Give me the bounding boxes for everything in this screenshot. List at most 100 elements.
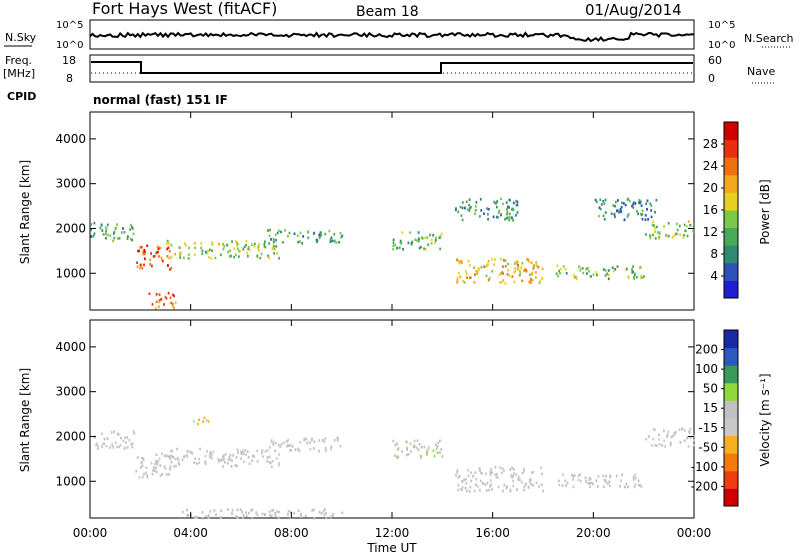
heatmap-cell — [561, 484, 564, 487]
heatmap-cell — [455, 474, 457, 477]
heatmap-cell — [186, 514, 189, 517]
heatmap-cell — [688, 431, 691, 434]
heatmap-cell — [530, 478, 532, 482]
heatmap-cell — [503, 469, 505, 473]
heatmap-cell — [283, 441, 286, 445]
heatmap-cell — [307, 236, 310, 240]
heatmap-cell — [479, 215, 481, 218]
heatmap-cell — [690, 224, 693, 227]
heatmap-cell — [168, 242, 170, 245]
heatmap-cell — [506, 485, 509, 488]
heatmap-cell — [654, 444, 656, 447]
colorbar-tick-label: -200 — [691, 479, 718, 493]
heatmap-cell — [247, 455, 250, 459]
heatmap-cell — [313, 516, 316, 520]
heatmap-cell — [397, 447, 400, 450]
heatmap-cell — [284, 229, 286, 232]
heatmap-cell — [210, 257, 213, 260]
heatmap-cell — [307, 230, 310, 233]
heatmap-cell — [581, 267, 584, 270]
heatmap-cell — [629, 199, 631, 203]
heatmap-cell — [615, 200, 617, 204]
heatmap-cell — [512, 479, 515, 483]
heatmap-cell — [472, 474, 475, 478]
heatmap-cell — [116, 237, 119, 240]
heatmap-cell — [639, 200, 642, 204]
heatmap-cell — [511, 207, 514, 211]
heatmap-cell — [619, 207, 622, 211]
heatmap-cell — [657, 237, 660, 240]
heatmap-cell — [502, 272, 504, 275]
heatmap-cell — [498, 273, 501, 277]
heatmap-cell — [506, 211, 509, 214]
heatmap-cell — [645, 202, 648, 205]
heatmap-cell — [174, 301, 177, 304]
heatmap-cell — [519, 478, 521, 482]
power-colorbar: 28 24 20 16 12 8 4 — [703, 121, 739, 299]
heatmap-cell — [229, 453, 232, 457]
heatmap-cell — [394, 443, 397, 447]
velocity-ylabel: Slant Range [km] — [18, 368, 32, 472]
heatmap-cell — [603, 202, 606, 205]
heatmap-cell — [274, 244, 277, 248]
heatmap-cell — [496, 215, 498, 219]
heatmap-cell — [264, 513, 266, 517]
heatmap-cell — [531, 279, 534, 282]
heatmap-cell — [160, 298, 163, 301]
heatmap-cell — [595, 271, 598, 274]
heatmap-cell — [468, 198, 471, 201]
heatmap-cell — [406, 448, 408, 451]
heatmap-cell — [619, 484, 622, 488]
heatmap-cell — [236, 241, 238, 245]
heatmap-cell — [663, 429, 665, 433]
heatmap-cell — [667, 222, 670, 225]
heatmap-cell — [169, 454, 172, 458]
heatmap-cell — [173, 306, 175, 310]
heatmap-cell — [288, 231, 291, 235]
colorbar-swatch — [724, 488, 738, 507]
heatmap-cell — [479, 198, 482, 201]
heatmap-cell — [235, 253, 237, 257]
colorbar-tick-label: 28 — [703, 137, 718, 151]
heatmap-cell — [470, 205, 472, 209]
heatmap-cell — [521, 279, 524, 283]
heatmap-cell — [166, 239, 169, 243]
heatmap-cell — [508, 218, 511, 222]
y-tick-label: 1000 — [55, 474, 86, 488]
heatmap-cell — [333, 232, 336, 236]
heatmap-cell — [185, 454, 188, 457]
heatmap-cell — [231, 509, 234, 512]
heatmap-cell — [270, 238, 272, 241]
heatmap-cell — [280, 230, 282, 234]
heatmap-cell — [651, 223, 654, 227]
heatmap-cell — [661, 444, 663, 447]
heatmap-cell — [270, 439, 273, 442]
heatmap-cell — [532, 267, 535, 270]
heatmap-cell — [530, 278, 533, 282]
heatmap-cell — [169, 268, 171, 271]
heatmap-cell — [168, 249, 171, 253]
heatmap-cell — [180, 251, 182, 255]
heatmap-cell — [113, 430, 115, 434]
heatmap-cell — [233, 255, 235, 259]
heatmap-cell — [227, 250, 229, 254]
heatmap-cell — [461, 486, 464, 489]
heatmap-cell — [158, 300, 161, 304]
heatmap-cell — [152, 469, 155, 472]
heatmap-cell — [289, 444, 292, 447]
heatmap-cell — [131, 226, 133, 229]
heatmap-cell — [606, 482, 609, 485]
heatmap-cell — [123, 230, 126, 234]
heatmap-cell — [156, 461, 159, 464]
heatmap-cell — [620, 205, 623, 209]
heatmap-cell — [132, 232, 135, 236]
heatmap-cell — [562, 473, 564, 476]
colorbar-swatch — [724, 435, 738, 454]
heatmap-cell — [211, 241, 213, 244]
heatmap-cell — [632, 475, 635, 479]
heatmap-cell — [627, 485, 629, 489]
heatmap-cell — [126, 436, 129, 439]
heatmap-cell — [101, 445, 103, 448]
heatmap-cell — [654, 237, 657, 240]
